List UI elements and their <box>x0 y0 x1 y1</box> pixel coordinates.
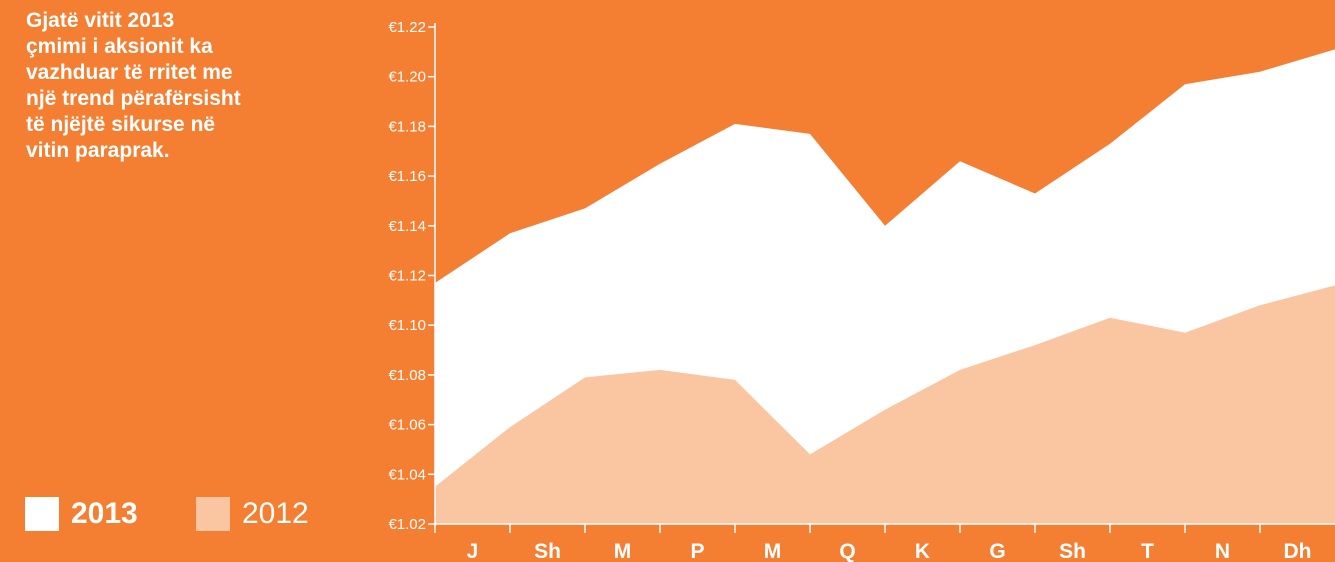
chart-description: Gjatë vitit 2013 çmimi i aksionit ka vaz… <box>26 8 326 164</box>
x-tick-label: P <box>690 540 704 562</box>
description-line: Gjatë vitit 2013 <box>26 9 175 32</box>
y-tick-label: €1.06 <box>388 417 426 434</box>
x-tick-label: Sh <box>1059 540 1086 562</box>
y-tick-label: €1.08 <box>388 367 426 384</box>
description-line: çmimi i aksionit ka <box>26 35 213 58</box>
area-series-2012 <box>435 285 1335 524</box>
legend-swatch-2012 <box>196 497 230 531</box>
y-tick-label: €1.14 <box>388 218 426 235</box>
x-tick-label: J <box>467 540 479 562</box>
x-tick-label: K <box>915 540 930 562</box>
legend-swatch-2013 <box>25 497 59 531</box>
legend-item-2012: 2012 <box>196 496 309 532</box>
y-tick-label: €1.18 <box>388 118 426 135</box>
description-line: të njëjtë sikurse në <box>26 113 216 136</box>
x-tick-label: Q <box>839 540 855 562</box>
legend-label-2013: 2013 <box>71 497 138 530</box>
y-tick-label: €1.12 <box>388 268 426 285</box>
legend-label-2012: 2012 <box>242 497 309 530</box>
y-tick-label: €1.10 <box>388 317 426 334</box>
y-tick-label: €1.20 <box>388 69 426 86</box>
legend-item-2013: 2013 <box>25 496 138 532</box>
x-tick-label: Dh <box>1284 540 1312 562</box>
x-tick-label: Sh <box>534 540 561 562</box>
y-tick-label: €1.16 <box>388 168 426 185</box>
y-tick-label: €1.02 <box>388 516 426 533</box>
x-tick-label: M <box>614 540 632 562</box>
x-tick-label: G <box>989 540 1005 562</box>
description-line: vitin paraprak. <box>26 139 170 162</box>
x-tick-label: T <box>1141 540 1154 562</box>
x-tick-label: N <box>1215 540 1230 562</box>
description-line: një trend përafërsisht <box>26 87 241 110</box>
y-tick-label: €1.22 <box>388 19 426 36</box>
y-tick-label: €1.04 <box>388 466 426 483</box>
x-tick-label: M <box>764 540 782 562</box>
description-line: vazhduar të rritet me <box>26 61 233 84</box>
